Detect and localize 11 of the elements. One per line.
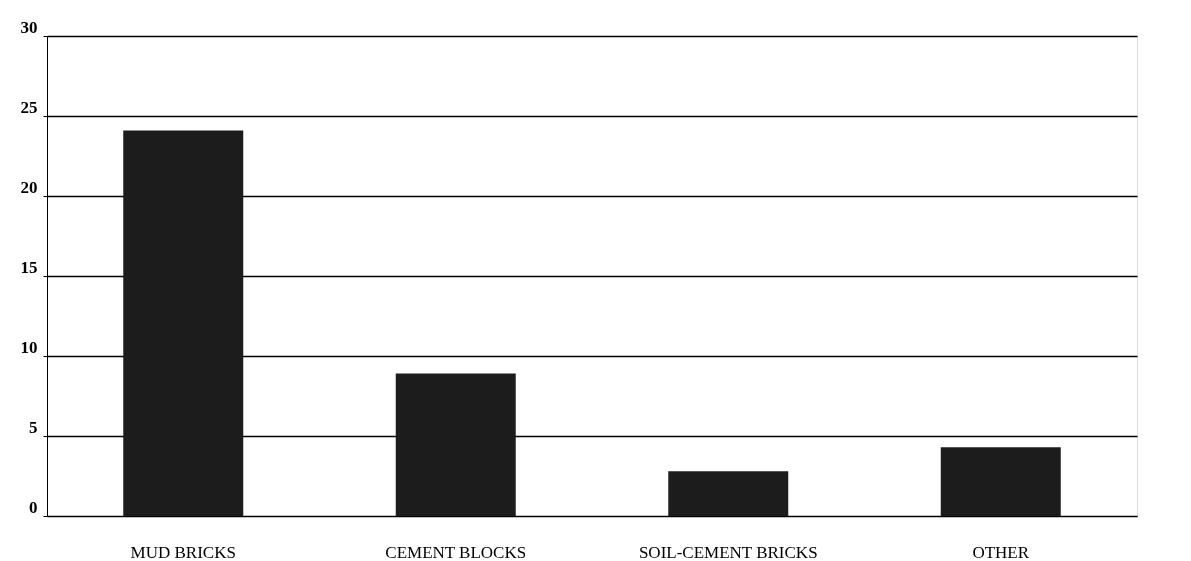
x-tick-label: CEMENT BLOCKS	[385, 542, 527, 561]
y-tick-label: 30	[20, 17, 38, 37]
x-tick-label: SOIL-CEMENT BRICKS	[638, 542, 818, 561]
x-tick-label: MUD BRICKS	[130, 542, 236, 561]
y-tick-label: 15	[20, 257, 38, 277]
y-tick-label: 20	[20, 177, 38, 197]
y-tick-label: 25	[20, 97, 38, 117]
y-tick-label: 10	[20, 337, 38, 357]
x-tick-label: OTHER	[972, 542, 1030, 561]
y-tick-label: 0	[29, 497, 38, 517]
y-tick-label: 5	[29, 417, 38, 437]
